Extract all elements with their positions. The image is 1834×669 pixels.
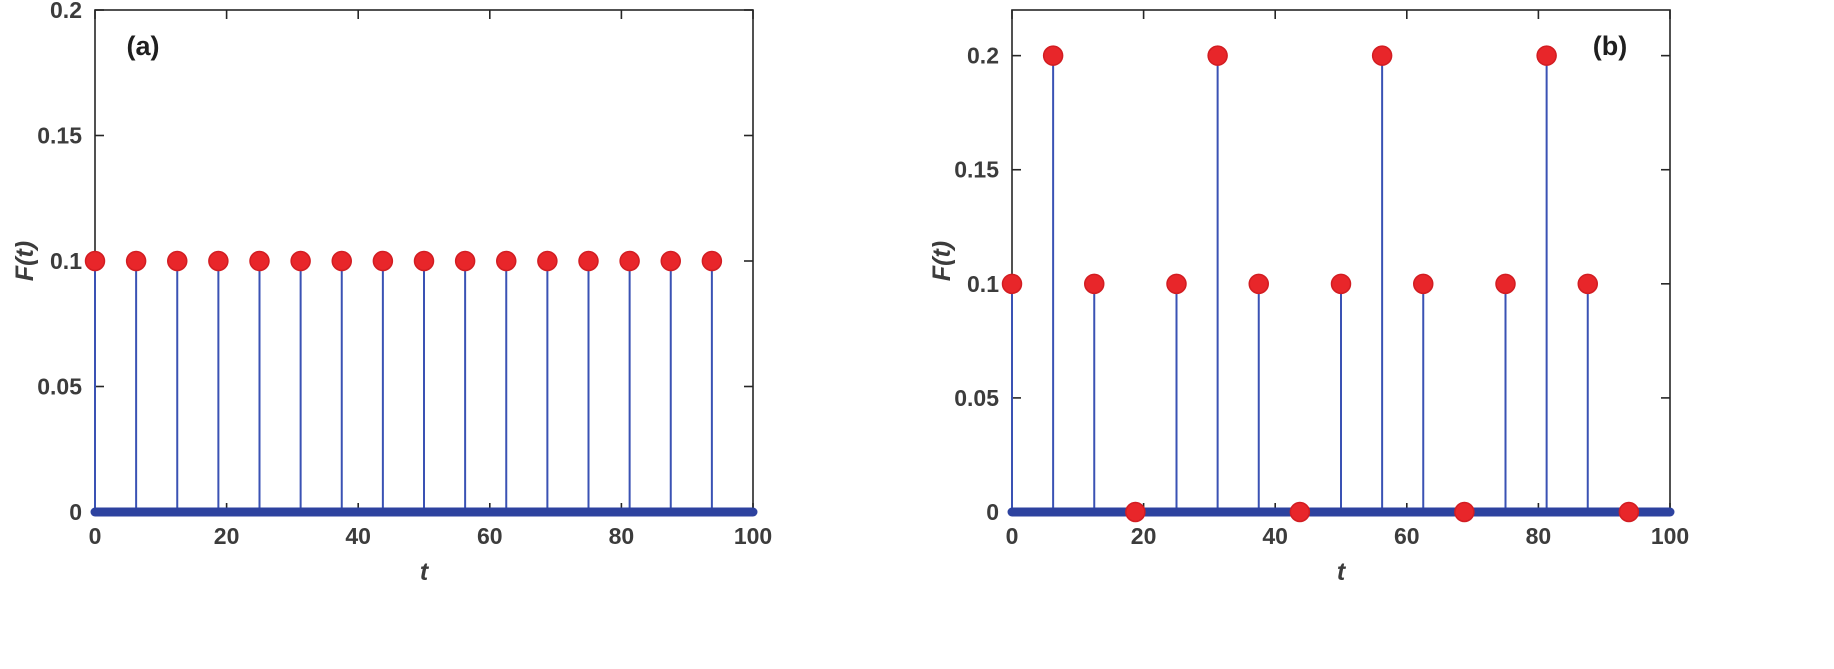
x-tick-label: 20 (214, 523, 240, 549)
stem-marker (1536, 45, 1557, 66)
stem-chart-a: 0 20 40 60 80 100 0 0.05 0.1 0.15 0.2 F(t) t (a) (11, 0, 772, 586)
x-tick-label: 0 (89, 523, 102, 549)
panel-a: 0 20 40 60 80 100 0 0.05 0.1 0.15 0.2 F(t) t (a) (11, 0, 772, 586)
stem-marker (1207, 45, 1228, 66)
stem-marker (578, 250, 599, 272)
stem-marker (1618, 501, 1640, 523)
stem-marker (660, 250, 681, 272)
x-tick-label: 40 (1262, 523, 1288, 549)
stem-marker (1454, 501, 1475, 523)
x-axis-title: t (1337, 558, 1347, 586)
x-tick-label: 80 (1526, 523, 1552, 549)
stem-marker (125, 250, 147, 272)
stem-marker (1495, 273, 1516, 295)
x-tick-label: 80 (609, 523, 635, 549)
stem-marker (1084, 273, 1105, 295)
x-tick-label: 40 (345, 523, 371, 549)
stem-marker (454, 250, 476, 272)
stem-marker (1289, 501, 1311, 523)
x-tick-label: 100 (734, 523, 772, 549)
panel-b: 0 20 40 60 80 100 0 0.05 0.1 0.15 0.2 F(t) t (b) (917, 0, 1834, 669)
y-tick-label: 0.15 (37, 123, 82, 149)
stem-marker (496, 250, 517, 272)
y-axis-title: F(t) (11, 241, 39, 281)
y-tick-label: 0.05 (37, 374, 82, 400)
stem-marker (167, 250, 188, 272)
stem-marker (701, 250, 723, 272)
panel-label: (a) (127, 31, 160, 61)
x-tick-label: 20 (1131, 523, 1157, 549)
panel-label: (b) (1593, 31, 1627, 61)
stem-marker (372, 250, 394, 272)
y-tick-label: 0.15 (954, 157, 999, 183)
stem-marker (413, 250, 435, 272)
y-tick-label: 0.2 (50, 0, 82, 23)
stem-marker (249, 250, 270, 272)
y-tick-label: 0.1 (967, 271, 999, 297)
stem-marker (1001, 273, 1023, 295)
y-tick-label: 0.1 (50, 248, 82, 274)
x-tick-label: 60 (1394, 523, 1420, 549)
x-tick-label: 60 (477, 523, 503, 549)
stem-chart-b: 0 20 40 60 80 100 0 0.05 0.1 0.15 0.2 F(t) t (b) (928, 9, 1689, 586)
stem-marker (84, 250, 106, 272)
y-tick-label: 0 (986, 499, 999, 525)
x-tick-label: 100 (1651, 523, 1689, 549)
stem-marker (537, 250, 558, 272)
stem-marker (1330, 273, 1352, 295)
stem-marker (1248, 273, 1269, 295)
stem-marker (1166, 273, 1187, 295)
stem-marker (1042, 45, 1064, 66)
stem-marker (619, 250, 640, 272)
stem-marker (1125, 501, 1146, 523)
stem-marker (1413, 273, 1434, 295)
stem-marker (290, 250, 311, 272)
stem-marker (208, 250, 229, 272)
y-tick-label: 0.05 (954, 385, 999, 411)
y-tick-label: 0 (69, 499, 82, 525)
stem-marker (1371, 45, 1393, 66)
x-tick-label: 0 (1006, 523, 1019, 549)
y-tick-label: 0.2 (967, 43, 999, 69)
y-axis-title: F(t) (928, 241, 956, 281)
x-axis-title: t (420, 558, 430, 586)
stem-marker (331, 250, 352, 272)
stem-marker (1577, 273, 1598, 295)
